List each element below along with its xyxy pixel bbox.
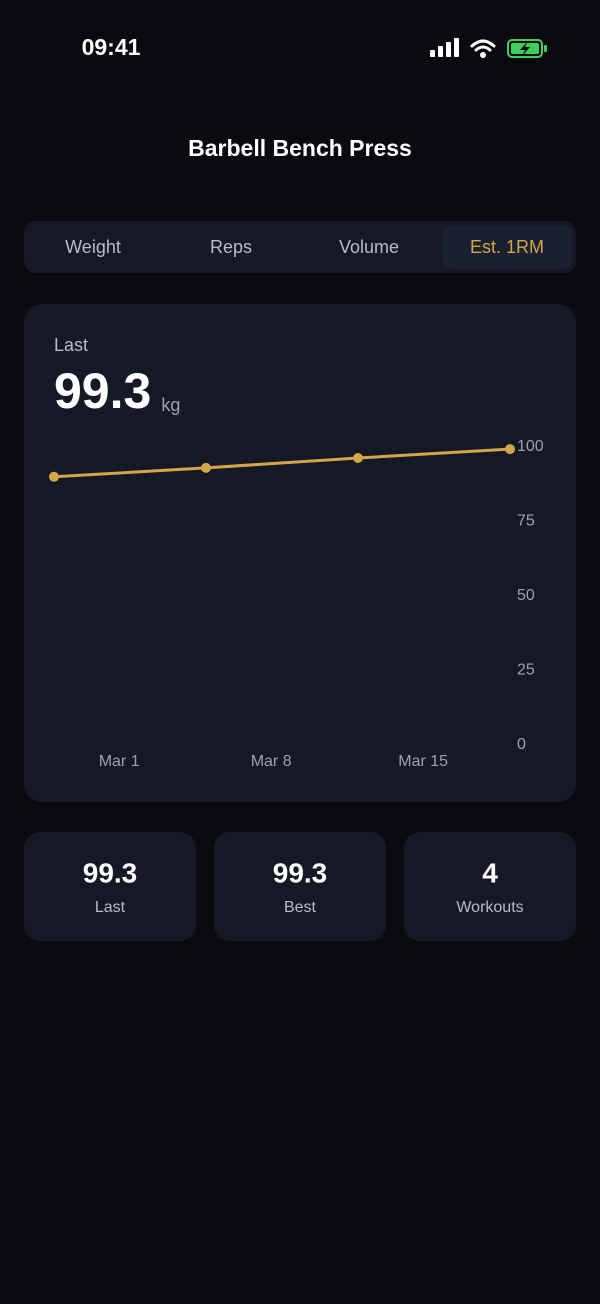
stat-card xyxy=(24,832,196,941)
stat-label: Best xyxy=(284,899,317,916)
signal-icon xyxy=(430,38,459,57)
y-tick-label: 75 xyxy=(517,513,535,530)
x-tick-label: Mar 8 xyxy=(251,753,292,770)
data-line xyxy=(53,447,511,479)
stat-value: 99.3 xyxy=(273,857,328,888)
summary-label: Last xyxy=(54,335,88,355)
summary-value: 99.3 xyxy=(54,363,151,419)
stat-value: 4 xyxy=(482,857,498,888)
stat-card xyxy=(214,832,386,941)
x-tick-label: Mar 1 xyxy=(99,753,140,770)
x-tick-label: Mar 15 xyxy=(398,753,448,770)
stat-value: 99.3 xyxy=(83,857,138,888)
y-tick-label: 0 xyxy=(517,736,526,753)
status-time: 09:41 xyxy=(82,34,141,60)
tab-bar xyxy=(24,221,576,273)
data-point xyxy=(353,453,363,464)
summary-unit: kg xyxy=(161,395,180,415)
y-tick-label: 50 xyxy=(517,587,535,604)
tab[interactable]: Volume xyxy=(339,237,399,257)
chart-card xyxy=(24,304,576,802)
tab[interactable]: Weight xyxy=(65,237,121,257)
data-point xyxy=(49,471,59,482)
tab[interactable]: Reps xyxy=(210,237,252,257)
y-tick-label: 25 xyxy=(517,662,535,679)
active-tab-bg xyxy=(442,225,572,269)
stat-label: Last xyxy=(95,899,126,916)
page-title: Barbell Bench Press xyxy=(188,135,412,161)
tab[interactable]: Est. 1RM xyxy=(470,237,544,257)
stat-label: Workouts xyxy=(456,899,523,916)
wifi-icon xyxy=(470,39,496,58)
battery-icon xyxy=(507,39,547,58)
y-tick-label: 100 xyxy=(517,438,544,455)
data-point xyxy=(505,444,515,455)
data-point xyxy=(201,462,211,473)
stat-card xyxy=(404,832,576,941)
